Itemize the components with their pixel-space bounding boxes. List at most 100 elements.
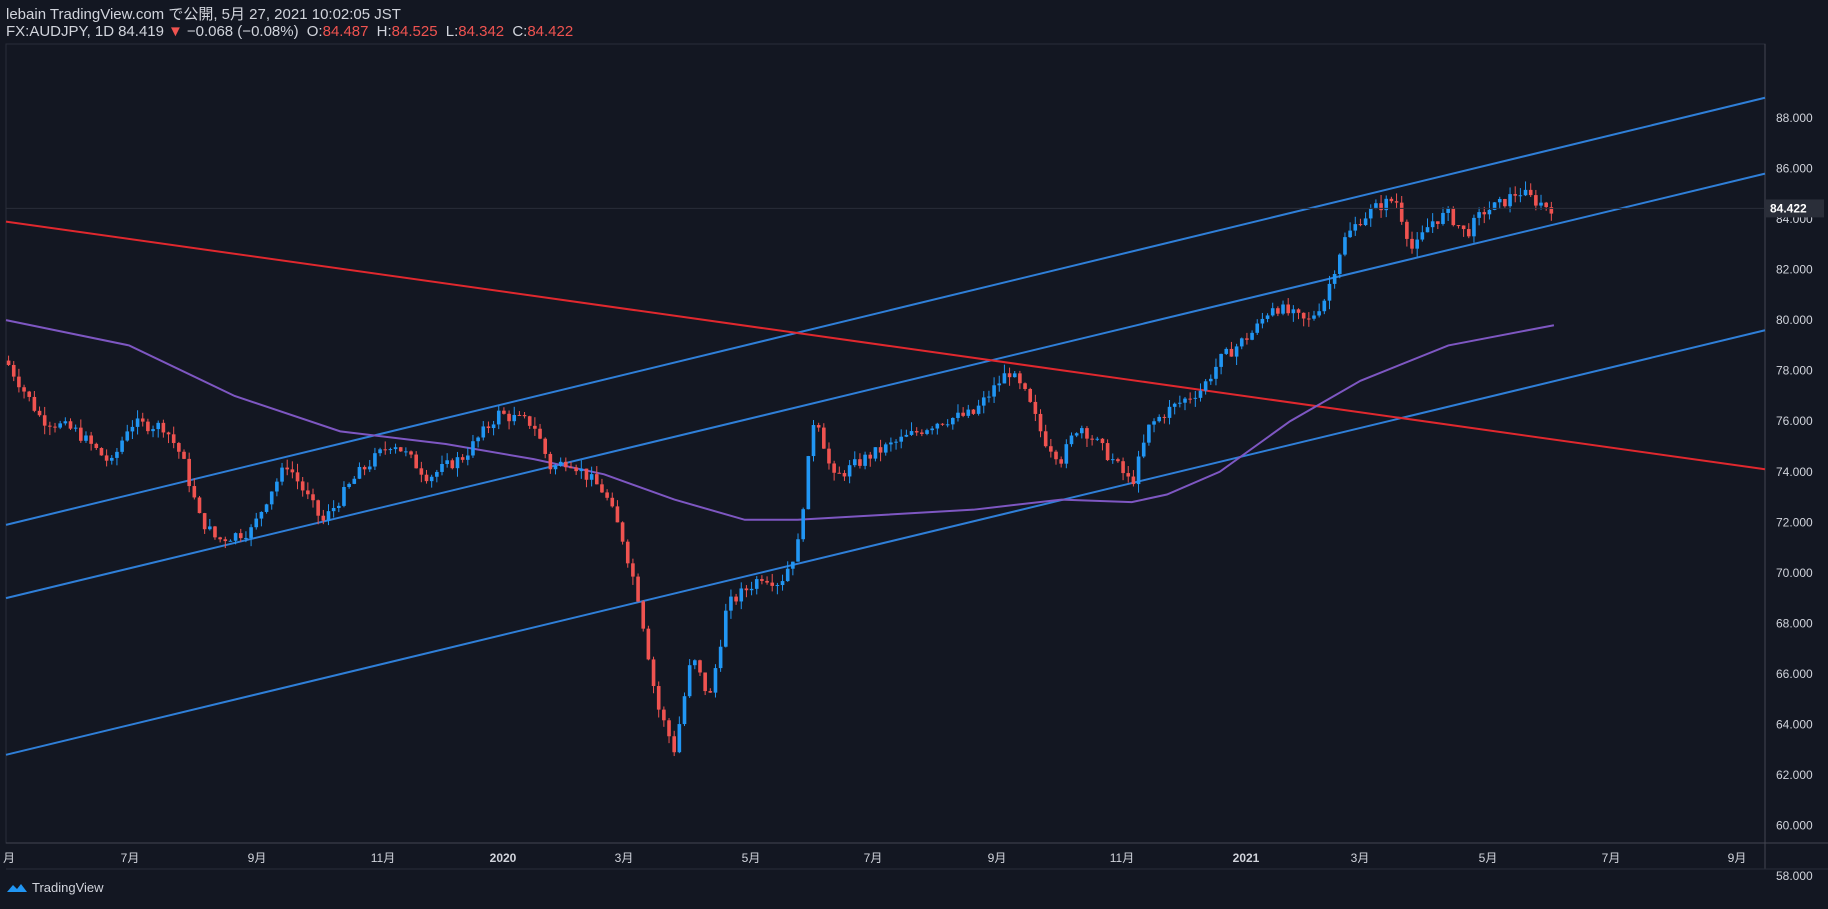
candle — [992, 377, 996, 403]
candle-body — [84, 435, 88, 441]
time-tick-label: 5月 — [1479, 851, 1498, 865]
candle — [703, 672, 707, 696]
candle — [806, 455, 811, 510]
candle — [1110, 453, 1115, 464]
candle-body — [1033, 401, 1038, 414]
candle-body — [1456, 225, 1461, 227]
candle-body — [63, 421, 68, 424]
candle-body — [935, 423, 940, 429]
candle — [424, 469, 429, 484]
candle — [1157, 414, 1162, 423]
candle — [883, 442, 888, 456]
trend-line-channel-lower[interactable] — [5, 329, 1766, 756]
candle — [1286, 298, 1290, 316]
candle — [1317, 303, 1321, 318]
candle — [481, 421, 486, 441]
candle-body — [553, 465, 558, 470]
candle — [1456, 225, 1461, 229]
trend-line-channel-upper[interactable] — [5, 96, 1766, 526]
candle — [398, 446, 403, 452]
candle-body — [811, 425, 816, 457]
trend-line-channel-middle[interactable] — [5, 172, 1766, 600]
candle — [987, 390, 991, 403]
candle — [1245, 332, 1249, 345]
candle — [238, 528, 243, 542]
candle-body — [1203, 381, 1208, 391]
symbol-label[interactable]: FX:AUDJPY, 1D — [6, 23, 115, 40]
candle-body — [780, 581, 785, 586]
candle — [409, 450, 413, 459]
low-label: L: — [445, 23, 459, 40]
candle — [858, 453, 862, 469]
candle — [115, 447, 119, 466]
candle — [53, 422, 57, 433]
candle-body — [228, 540, 233, 542]
candle-body — [739, 588, 744, 602]
trend-line-red-downtrend[interactable] — [5, 220, 1766, 471]
candle — [1343, 232, 1347, 257]
price-axis[interactable]: 88.00086.00084.00082.00080.00078.00076.0… — [6, 111, 1824, 883]
candle — [625, 539, 630, 568]
candle-body — [1214, 366, 1218, 379]
candle — [17, 368, 21, 393]
tradingview-brand[interactable]: TradingView — [6, 880, 104, 895]
candle-body — [1503, 199, 1507, 207]
candle-body — [620, 522, 625, 542]
candle-body — [1466, 229, 1471, 237]
candle — [584, 468, 589, 488]
time-axis[interactable]: 月 7月 9月 11月 2020 3月 5月 7月 9月 11月 2021 3月 5月 7月 9月 — [3, 851, 1746, 865]
candle-body — [53, 426, 57, 428]
candle — [1513, 186, 1518, 203]
candle — [1436, 221, 1440, 230]
candle-body — [1260, 318, 1265, 324]
candle — [1539, 194, 1543, 210]
last-price-box[interactable] — [1766, 199, 1824, 218]
candle — [770, 573, 775, 592]
candle-body — [522, 415, 527, 417]
candle-body — [249, 527, 253, 538]
candle — [285, 459, 290, 476]
candle-body — [233, 533, 238, 541]
candle-body — [1384, 198, 1389, 211]
candle — [373, 447, 377, 471]
time-tick-label: 3月 — [1351, 851, 1370, 865]
candle — [600, 478, 604, 493]
candle-body — [295, 472, 300, 482]
candle — [465, 447, 470, 466]
candle — [1379, 195, 1383, 218]
moving-average-line[interactable] — [5, 319, 1555, 521]
candle — [533, 417, 537, 436]
candle-body — [1018, 373, 1022, 384]
candle — [1079, 425, 1084, 439]
candle — [636, 573, 640, 603]
candle-body — [1141, 442, 1146, 457]
candle — [610, 492, 615, 508]
candle-body — [1265, 315, 1270, 319]
candle-body — [1152, 421, 1156, 425]
high-value: 84.525 — [391, 23, 438, 40]
candle-body — [94, 443, 99, 449]
candle — [1415, 232, 1419, 257]
candle — [1054, 449, 1058, 465]
candle-body — [367, 466, 372, 470]
candle-body — [1167, 406, 1172, 418]
candle-body — [1245, 338, 1249, 340]
candle-body — [1379, 203, 1383, 211]
candle-body — [1301, 312, 1306, 319]
drawing-lines[interactable] — [5, 96, 1766, 756]
candle — [646, 625, 651, 661]
candle — [388, 447, 393, 455]
candle — [1368, 204, 1373, 227]
candle — [569, 461, 573, 469]
candle-body — [584, 468, 589, 480]
candle-body — [1518, 195, 1523, 197]
candle — [429, 474, 434, 488]
candle — [620, 521, 625, 545]
candle — [435, 469, 439, 483]
down-arrow-icon: ▼ — [167, 23, 183, 40]
candle — [1090, 435, 1094, 446]
candle-body — [378, 449, 382, 454]
candle — [527, 415, 532, 429]
candle-body — [166, 432, 171, 435]
